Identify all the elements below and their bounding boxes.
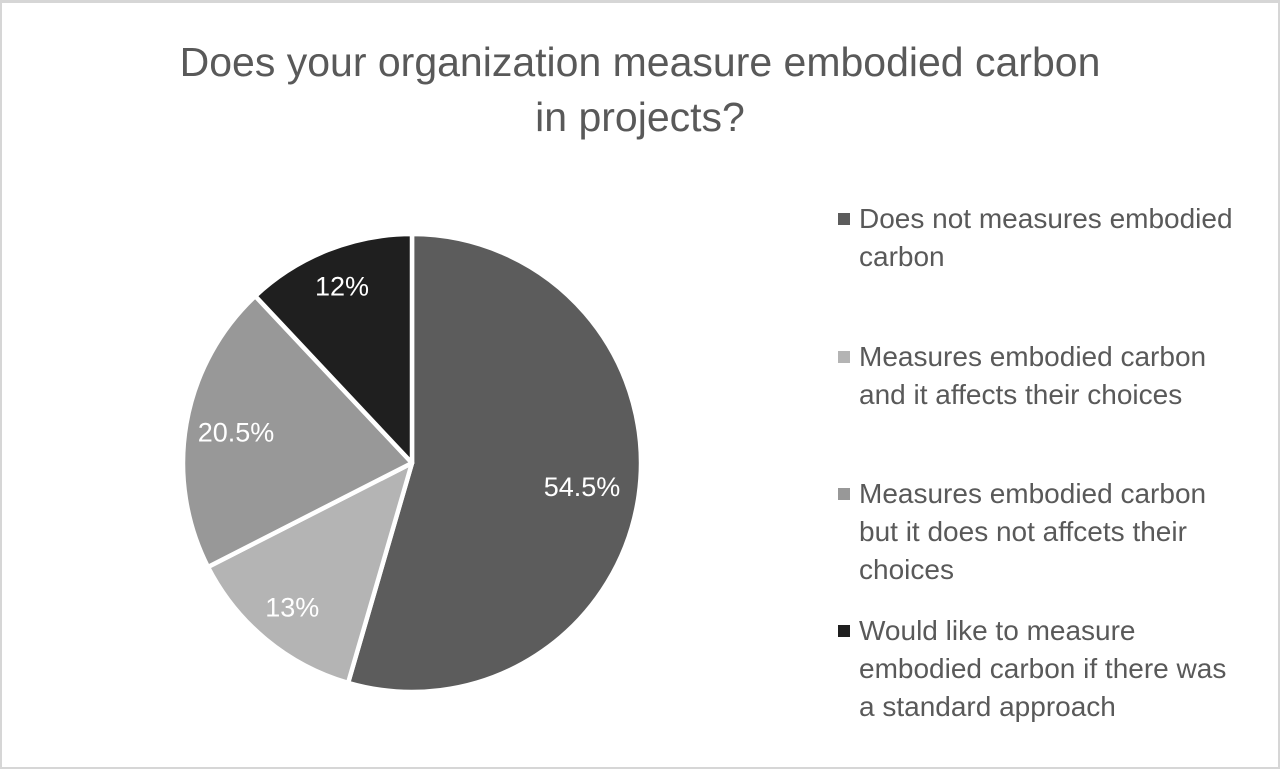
pie-chart-area: 54.5% 13% 20.5% 12% [177,228,647,698]
legend-swatch-dark-gray [838,213,850,225]
pie-slice-label-3: 12% [315,271,369,301]
pie-slice-label-1: 13% [265,593,319,623]
legend-item-would-like-to-measure: Would like to measure embodied carbon if… [838,612,1258,726]
legend-item-measures-not-affects-choices: Measures embodied carbon but it does not… [838,475,1258,589]
pie-chart: 54.5% 13% 20.5% 12% [180,231,644,695]
legend-label: Does not measures embodied carbon [859,200,1233,276]
legend-label-line: Does not measures embodied [859,203,1233,234]
pie-slice-label-2: 20.5% [198,417,275,447]
legend-label-line: and it affects their choices [859,379,1183,410]
legend-label: Would like to measure embodied carbon if… [859,612,1226,726]
legend-label-line: Would like to measure [859,615,1136,646]
legend: Does not measures embodied carbon Measur… [838,200,1258,726]
legend-label-line: Measures embodied carbon [859,478,1207,509]
chart-title: Does your organization measure embodied … [2,35,1278,145]
legend-label: Measures embodied carbon but it does not… [859,475,1206,589]
pie-slice-3 [252,231,415,466]
legend-label-line: choices [859,554,954,585]
legend-label-line: a standard approach [859,691,1116,722]
chart-title-line-1: Does your organization measure embodied … [179,39,1101,85]
legend-swatch-light-gray [838,351,850,363]
legend-label: Measures embodied carbon and it affects … [859,338,1206,414]
legend-item-does-not-measure: Does not measures embodied carbon [838,200,1258,276]
legend-label-line: but it does not affcets their [859,516,1187,547]
legend-swatch-black [838,625,850,637]
legend-label-line: Measures embodied carbon [859,341,1207,372]
pie-slice-0 [345,231,644,695]
pie-slice-2 [180,293,415,570]
chart-title-line-2: in projects? [535,94,745,140]
pie-slice-1 [205,460,415,686]
pie-slice-label-0: 54.5% [544,472,621,502]
legend-item-measures-affects-choices: Measures embodied carbon and it affects … [838,338,1258,414]
legend-swatch-medium-gray [838,488,850,500]
legend-label-line: embodied carbon if there was [859,653,1227,684]
legend-label-line: carbon [859,241,945,272]
